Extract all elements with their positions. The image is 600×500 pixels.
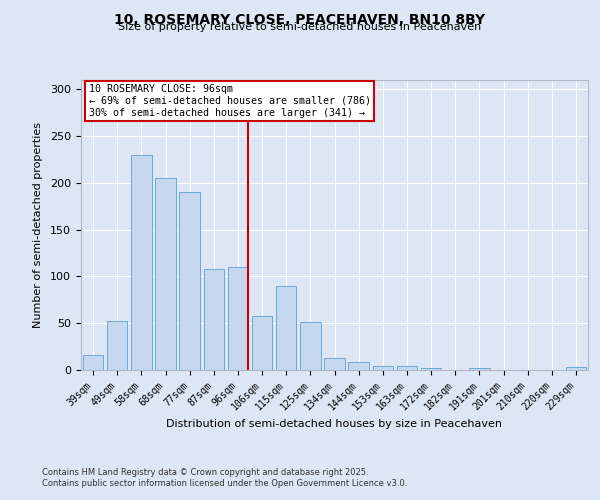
Bar — [203, 269, 224, 370]
Bar — [469, 368, 490, 370]
Bar — [179, 192, 200, 370]
Bar — [252, 316, 272, 370]
Bar — [300, 322, 320, 370]
Bar — [131, 155, 152, 370]
Bar — [373, 366, 393, 370]
Bar — [107, 322, 127, 370]
Bar — [276, 286, 296, 370]
Bar — [349, 362, 369, 370]
Text: Contains HM Land Registry data © Crown copyright and database right 2025.
Contai: Contains HM Land Registry data © Crown c… — [42, 468, 407, 487]
Bar — [83, 355, 103, 370]
Bar — [397, 366, 417, 370]
X-axis label: Distribution of semi-detached houses by size in Peacehaven: Distribution of semi-detached houses by … — [167, 418, 503, 428]
Text: 10, ROSEMARY CLOSE, PEACEHAVEN, BN10 8BY: 10, ROSEMARY CLOSE, PEACEHAVEN, BN10 8BY — [115, 12, 485, 26]
Text: 10 ROSEMARY CLOSE: 96sqm
← 69% of semi-detached houses are smaller (786)
30% of : 10 ROSEMARY CLOSE: 96sqm ← 69% of semi-d… — [89, 84, 371, 117]
Bar — [227, 267, 248, 370]
Bar — [421, 368, 442, 370]
Bar — [155, 178, 176, 370]
Bar — [324, 358, 345, 370]
Text: Size of property relative to semi-detached houses in Peacehaven: Size of property relative to semi-detach… — [118, 22, 482, 32]
Bar — [566, 367, 586, 370]
Y-axis label: Number of semi-detached properties: Number of semi-detached properties — [33, 122, 43, 328]
